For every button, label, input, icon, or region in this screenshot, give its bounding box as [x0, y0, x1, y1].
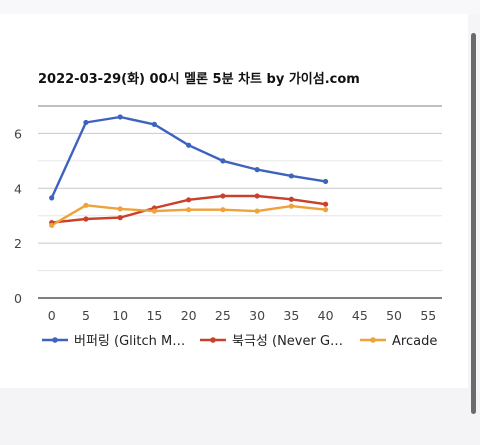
y-axis-ticks: 0 2 4 6 — [14, 126, 22, 306]
series-1-point — [49, 195, 55, 201]
legend-label: Arcade — [392, 334, 437, 349]
x-tick-label: 10 — [112, 308, 128, 323]
legend-item-1[interactable]: 버퍼링 (Glitch M… — [42, 334, 185, 349]
chart-card — [0, 14, 468, 388]
series-1-point — [117, 114, 123, 120]
x-tick-label: 35 — [283, 308, 299, 323]
y-tick-label: 0 — [14, 291, 22, 306]
x-tick-label: 20 — [181, 308, 197, 323]
series-3-point — [117, 206, 123, 212]
series-3-point — [49, 222, 55, 228]
series-3-point — [83, 202, 89, 208]
series-1-point — [322, 178, 329, 185]
legend-item-2[interactable]: 북극성 (Never G… — [200, 334, 343, 349]
series-2-point — [83, 216, 89, 222]
x-tick-label: 50 — [386, 308, 402, 323]
chart-title: 2022-03-29(화) 00시 멜론 5분 차트 by 가이섬.com — [38, 71, 360, 87]
legend: 버퍼링 (Glitch M… 북극성 (Never G… Arcade — [42, 334, 437, 349]
x-tick-label: 0 — [48, 308, 56, 323]
x-tick-label: 5 — [82, 308, 90, 323]
series-3-point — [288, 203, 294, 209]
x-tick-label: 40 — [318, 308, 334, 323]
grid-lines — [38, 105, 442, 299]
top-band — [0, 0, 480, 14]
series-1-point — [151, 121, 158, 127]
series-1-point — [288, 173, 294, 179]
chart: 2022-03-29(화) 00시 멜론 5분 차트 by 가이섬.com 0 2… — [14, 71, 442, 349]
series-points — [49, 114, 329, 228]
legend-swatch-point — [52, 337, 58, 343]
series-1-point — [186, 142, 192, 148]
y-tick-label: 6 — [14, 126, 22, 141]
series-line-1 — [50, 115, 326, 199]
x-axis-ticks: 0 5 10 15 20 25 30 35 40 45 50 55 — [48, 308, 437, 323]
series-2-point — [254, 193, 260, 199]
x-tick-label: 55 — [420, 308, 436, 323]
series-2-point — [322, 201, 329, 207]
y-tick-label: 4 — [14, 181, 22, 196]
series-1-point — [254, 167, 260, 173]
series-3-point — [151, 208, 158, 214]
series-3-point — [254, 208, 260, 214]
x-tick-label: 45 — [352, 308, 368, 323]
vertical-scrollbar[interactable] — [471, 33, 476, 414]
series-2-point — [288, 196, 294, 202]
legend-label: 버퍼링 (Glitch M… — [74, 334, 185, 349]
x-tick-label: 15 — [146, 308, 162, 323]
legend-swatch-point — [210, 337, 216, 343]
x-tick-label: 30 — [249, 308, 265, 323]
series-3-point — [322, 207, 329, 213]
series-1-point — [220, 158, 226, 164]
bottom-band — [0, 388, 480, 445]
legend-item-3[interactable]: Arcade — [360, 334, 437, 349]
series-2-point — [220, 193, 226, 199]
series-3-point — [220, 207, 226, 213]
series-1-point — [83, 119, 89, 126]
legend-swatch-point — [370, 337, 376, 343]
series-2-point — [117, 215, 123, 221]
legend-label: 북극성 (Never G… — [232, 334, 343, 349]
y-tick-label: 2 — [14, 236, 22, 251]
x-tick-label: 25 — [215, 308, 231, 323]
series-2-point — [186, 197, 192, 203]
series-3-point — [186, 207, 192, 213]
